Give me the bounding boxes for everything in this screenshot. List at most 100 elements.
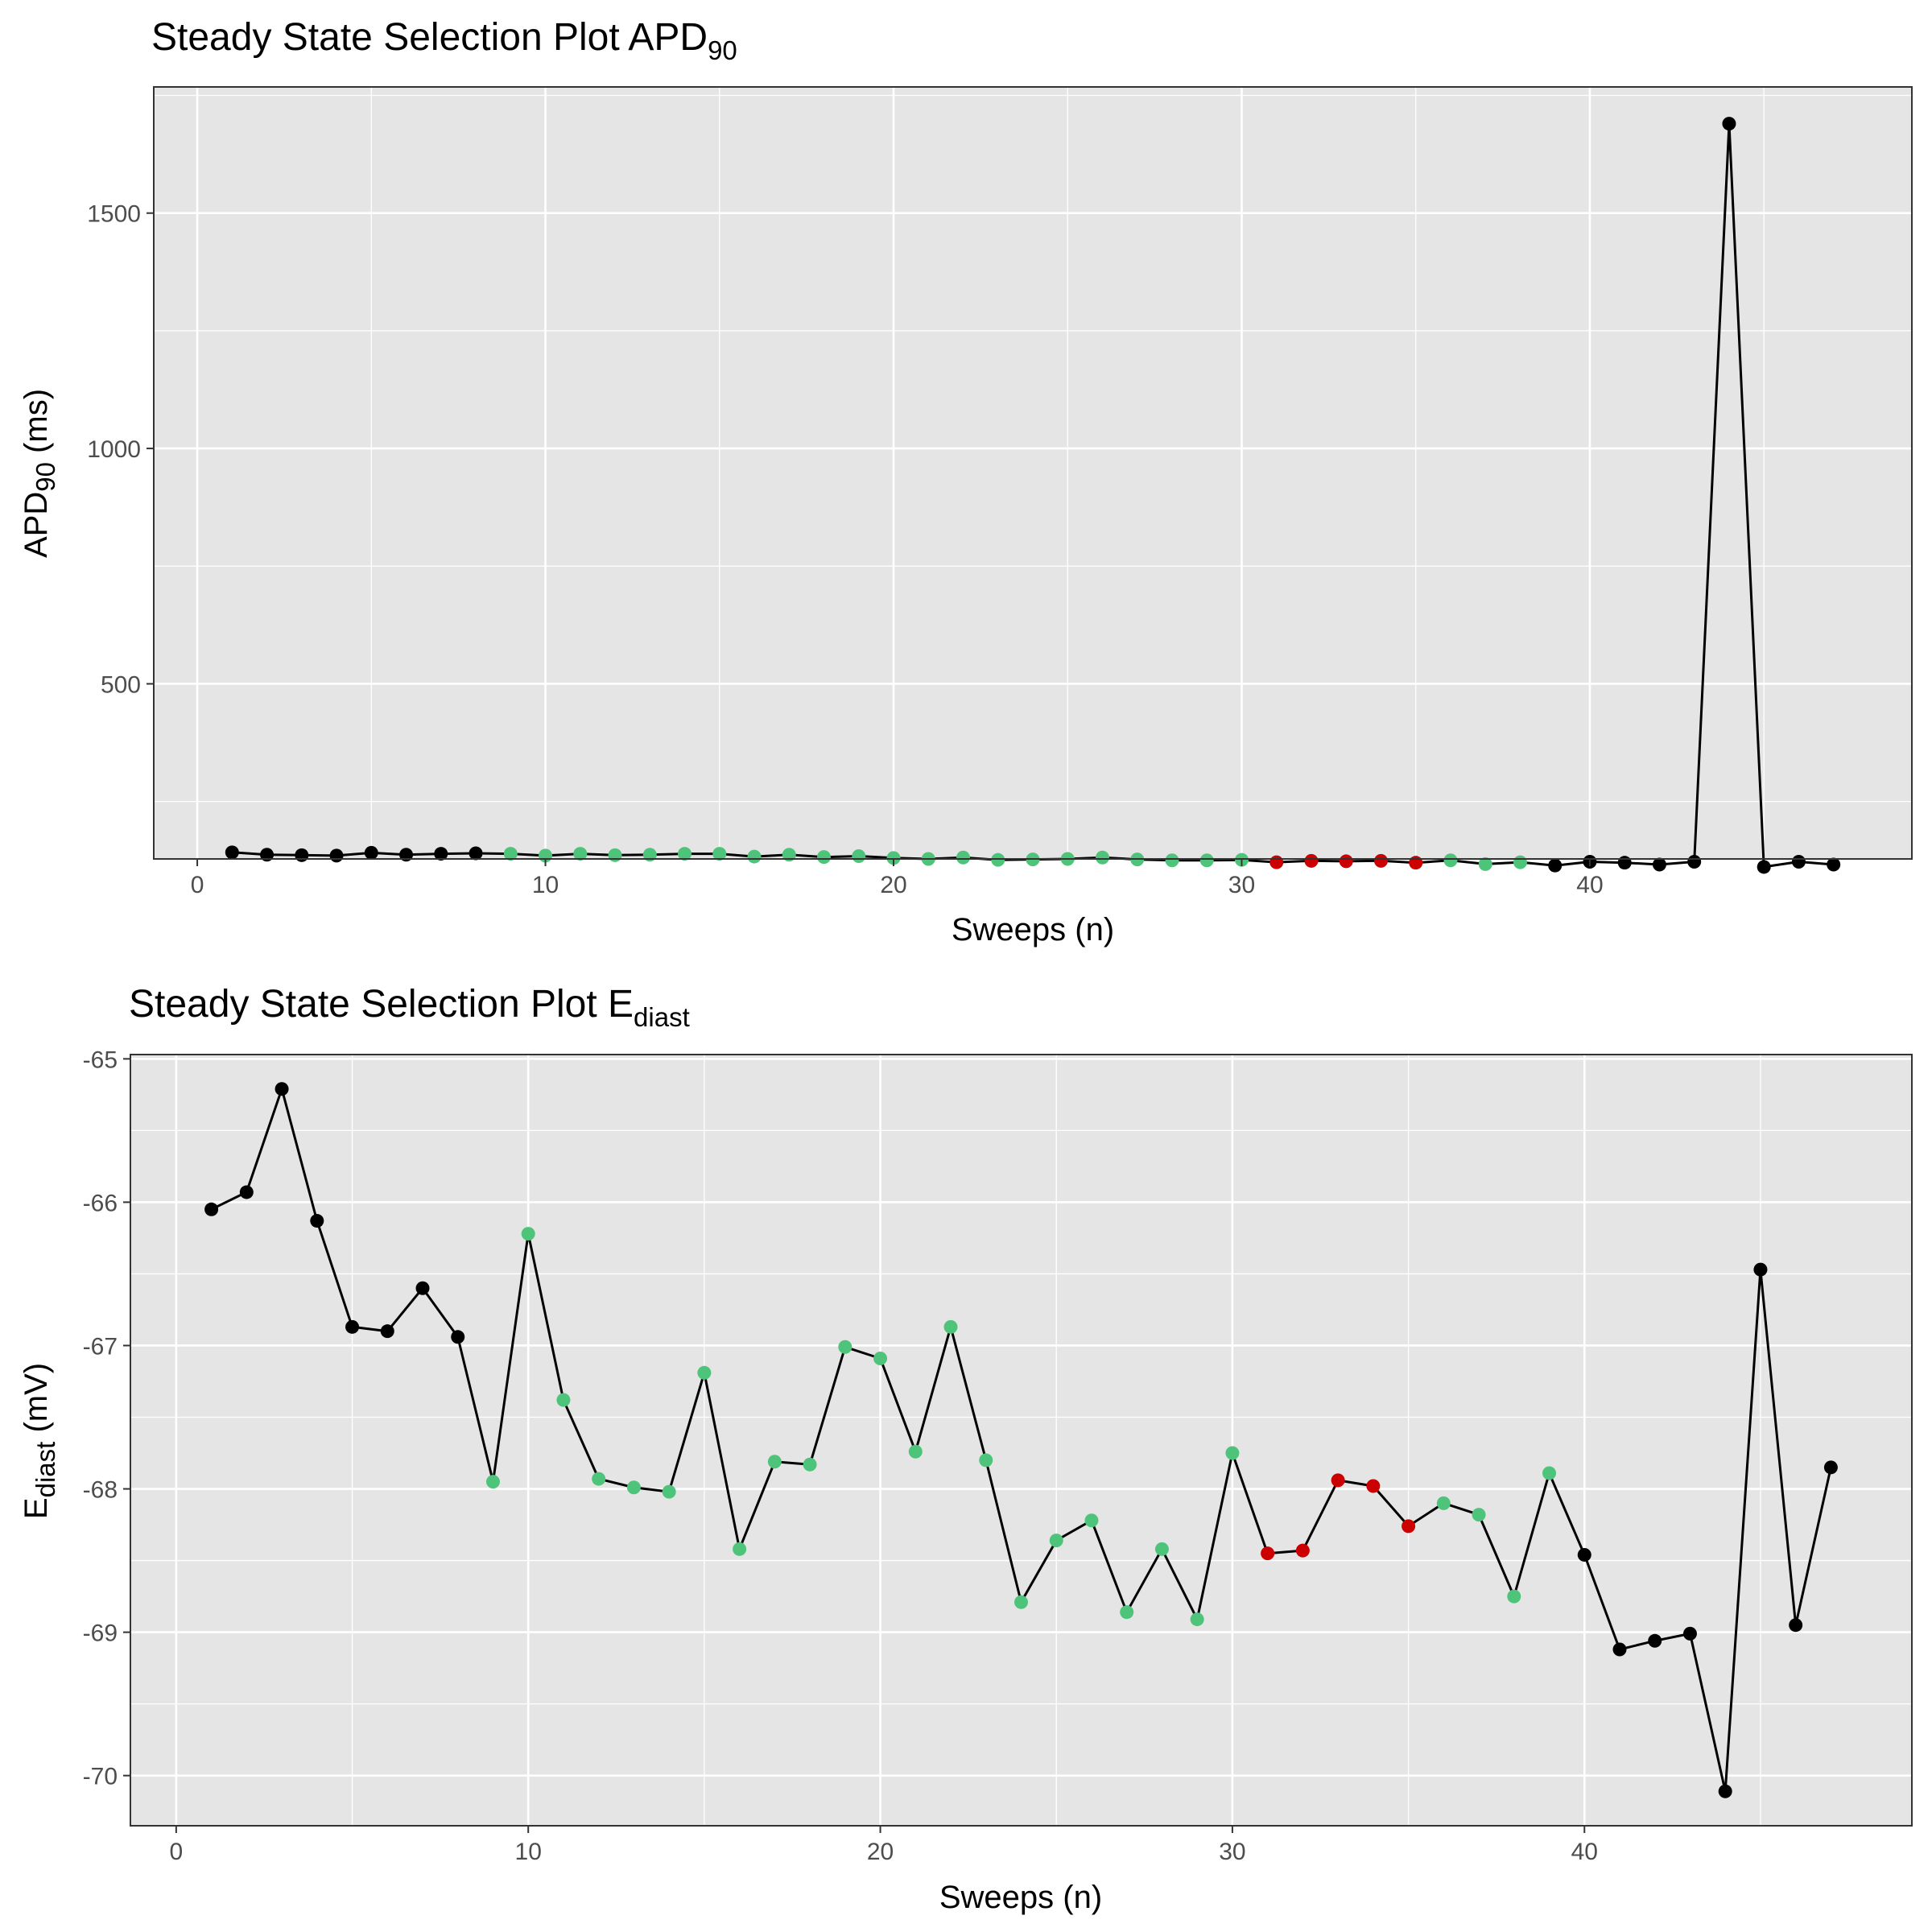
apd90-data-point-steady: [991, 852, 1005, 867]
apd90-data-point-selected: [1409, 856, 1423, 870]
ediast-data-point-default: [380, 1324, 394, 1339]
apd90-data-point-default: [434, 847, 448, 861]
apd90-panel-border: [153, 86, 1913, 860]
ediast-panel-border: [130, 1054, 1913, 1827]
ediast-data-point-steady: [803, 1457, 817, 1472]
ediast-data-point-default: [1682, 1626, 1697, 1641]
ediast-data-point-steady: [1436, 1496, 1451, 1510]
ediast-data-point-steady: [521, 1227, 535, 1241]
ediast-data-point-steady: [873, 1352, 888, 1366]
apd90-data-point-steady: [747, 849, 762, 864]
x-tick-label: 0: [170, 1839, 184, 1865]
apd90-x-axis-title: Sweeps (n): [952, 912, 1114, 947]
apd90-data-point-steady: [1513, 855, 1527, 869]
ediast-data-point-default: [1648, 1633, 1662, 1648]
ediast-data-point-default: [1753, 1262, 1768, 1277]
ediast-data-point-steady: [1507, 1589, 1521, 1604]
apd90-data-point-default: [1617, 856, 1632, 870]
ediast-data-point-steady: [1084, 1513, 1099, 1528]
apd90-data-point-default: [295, 848, 309, 862]
ediast-data-point-steady: [485, 1475, 500, 1489]
x-tick-label: 20: [880, 872, 906, 898]
ediast-data-point-default: [275, 1082, 289, 1096]
apd90-data-point-steady: [712, 847, 727, 861]
ediast-y-axis: -70 -69 -68 -67 -66 -65: [83, 1046, 130, 1790]
apd90-data-point-steady: [573, 847, 588, 861]
x-tick-label: 10: [532, 872, 559, 898]
ediast-data-point-steady: [1049, 1534, 1063, 1548]
apd90-data-point-default: [1827, 857, 1841, 872]
apd90-data-point-default: [1687, 855, 1702, 869]
apd90-plot-panel: [154, 87, 1912, 859]
ediast-x-axis-title: Sweeps (n): [939, 1880, 1102, 1915]
ediast-data-point-steady: [1542, 1466, 1557, 1480]
apd90-data-point-steady: [1443, 853, 1458, 868]
ediast-data-point-steady: [626, 1480, 641, 1495]
x-tick-label: 30: [1228, 872, 1255, 898]
y-tick-label: -68: [83, 1477, 118, 1504]
apd90-data-point-selected: [1304, 853, 1319, 868]
apd90-y-axis: 500 1000 1500: [87, 201, 154, 698]
ediast-data-point-default: [239, 1185, 254, 1199]
apd90-data-point-steady: [1095, 850, 1109, 865]
apd90-data-point-selected: [1373, 853, 1388, 868]
ediast-data-point-default: [1718, 1784, 1732, 1798]
ediast-data-point-steady: [662, 1484, 676, 1499]
y-tick-label: -65: [83, 1046, 118, 1073]
ediast-data-point-steady: [1120, 1605, 1134, 1620]
apd90-data-point-default: [1757, 860, 1771, 874]
ediast-data-point-steady: [556, 1393, 571, 1407]
ediast-data-point-default: [310, 1214, 324, 1228]
y-tick-label: -69: [83, 1620, 118, 1647]
ediast-data-point-selected: [1295, 1543, 1310, 1558]
ediast-data-point-selected: [1366, 1479, 1381, 1493]
apd90-data-point-steady: [1199, 853, 1214, 868]
ediast-data-point-default: [204, 1202, 219, 1216]
ediast-data-point-steady: [943, 1319, 958, 1334]
apd90-data-point-steady: [678, 847, 692, 861]
ediast-data-points: [204, 1082, 1838, 1798]
x-tick-label: 40: [1576, 872, 1603, 898]
apd90-x-axis: 0 10 20 30 40: [191, 859, 1604, 898]
apd90-data-point-default: [1652, 857, 1666, 872]
apd90-data-point-default: [364, 845, 378, 860]
apd90-data-point-default: [225, 845, 239, 860]
ediast-data-point-selected: [1331, 1473, 1345, 1488]
ediast-data-point-steady: [838, 1340, 852, 1354]
ediast-data-point-steady: [1154, 1542, 1169, 1556]
apd90-gridlines: [154, 87, 1912, 859]
apd90-data-point-steady: [956, 850, 971, 865]
apd90-data-point-selected: [1269, 855, 1284, 869]
apd90-data-point-default: [260, 848, 275, 862]
ediast-y-axis-title: Ediast (mV): [19, 1363, 60, 1519]
apd90-chart-title: Steady State Selection Plot APD90: [151, 16, 737, 65]
y-tick-label: -67: [83, 1333, 118, 1360]
ediast-data-point-steady: [1472, 1508, 1486, 1522]
apd90-chart: Steady State Selection Plot APD90 0 10 20 3…: [19, 16, 1913, 947]
apd90-data-point-default: [1791, 855, 1806, 869]
apd90-data-point-default: [399, 848, 414, 862]
x-tick-label: 10: [515, 1839, 542, 1865]
apd90-data-point-steady: [1165, 853, 1179, 868]
ediast-data-point-default: [415, 1281, 430, 1295]
ediast-data-point-default: [345, 1319, 360, 1334]
ediast-data-point-default: [451, 1330, 465, 1344]
ediast-data-point-selected: [1402, 1519, 1416, 1534]
apd90-data-point-steady: [852, 848, 866, 863]
ediast-data-point-steady: [1190, 1612, 1204, 1627]
apd90-data-point-default: [329, 848, 344, 863]
y-tick-label: 500: [101, 671, 141, 698]
apd90-data-point-steady: [782, 848, 796, 862]
ediast-data-point-steady: [1225, 1446, 1240, 1460]
y-tick-label: 1500: [87, 201, 141, 228]
ediast-data-point-selected: [1261, 1546, 1275, 1561]
ediast-plot-panel: [130, 1055, 1912, 1826]
apd90-data-point-default: [1722, 117, 1736, 131]
ediast-data-point-default: [1789, 1618, 1803, 1633]
apd90-data-point-default: [469, 846, 483, 861]
apd90-data-point-steady: [608, 848, 622, 862]
apd90-data-point-steady: [642, 848, 657, 862]
ediast-chart-title: Steady State Selection Plot Ediast: [129, 983, 690, 1032]
y-tick-label: 1000: [87, 436, 141, 463]
